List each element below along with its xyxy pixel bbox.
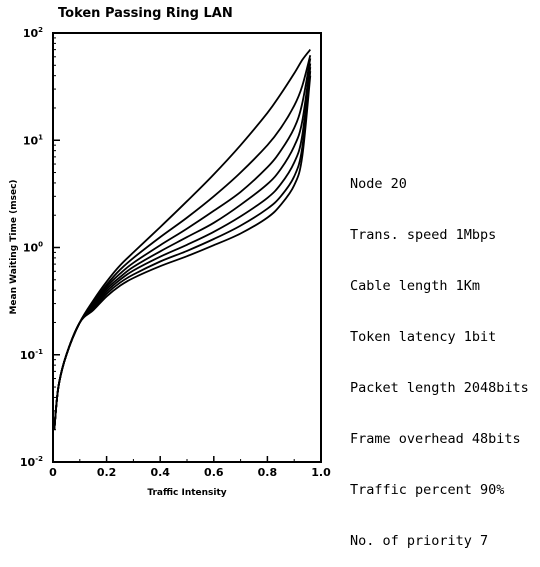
y-tick-exponent: 0 [38,241,43,249]
annotation-packet-length: Packet length 2048bits [350,380,529,396]
annotation-priority: No. of priority 7 [350,533,489,549]
y-tick-label: 10-1 [20,348,43,362]
plot-frame [52,32,322,463]
y-tick-exponent: 1 [38,133,43,141]
series-line-2 [53,55,312,430]
y-tick-exponent: -2 [35,455,43,463]
y-tick-label: 10-2 [20,455,43,469]
y-tick-label: 100 [23,241,43,255]
y-tick-label: 102 [23,26,43,40]
x-tick-label: 0.2 [97,466,117,479]
parameter-annotations: Node 20 Trans. speed 1Mbps Cable length … [350,142,529,567]
annotation-traffic-percent: Traffic percent 90% [350,482,505,498]
annotation-token-latency: Token latency 1bit [350,329,497,345]
x-axis-label: Traffic Intensity [147,488,226,498]
x-tick-label: 0 [49,466,57,479]
x-tick-label: 0.8 [258,466,278,479]
series-group [53,49,312,430]
annotation-frame-overhead: Frame overhead 48bits [350,431,521,447]
series-line-7 [53,75,312,430]
chart-title: Token Passing Ring LAN [58,6,233,21]
x-tick-label: 1.0 [311,466,331,479]
series-line-5 [53,67,312,430]
x-tick-label: 0.4 [150,466,170,479]
x-tick-label: 0.6 [204,466,224,479]
y-tick-label: 101 [23,133,43,147]
annotation-node: Node 20 [350,176,407,192]
series-line-3 [53,58,312,430]
y-tick-exponent: 2 [38,26,43,34]
waiting-time-chart: Token Passing Ring LAN 0 0.2 0.4 0.6 0.8 1.0 … [9,6,331,498]
annotation-trans-speed: Trans. speed 1Mbps [350,227,497,243]
y-axis-label: Mean Waiting Time (msec) [9,179,19,314]
x-axis: 0 0.2 0.4 0.6 0.8 1.0 [49,456,331,479]
y-tick-exponent: -1 [35,348,43,356]
annotation-cable-length: Cable length 1Km [350,278,481,294]
series-line-6 [53,71,312,430]
